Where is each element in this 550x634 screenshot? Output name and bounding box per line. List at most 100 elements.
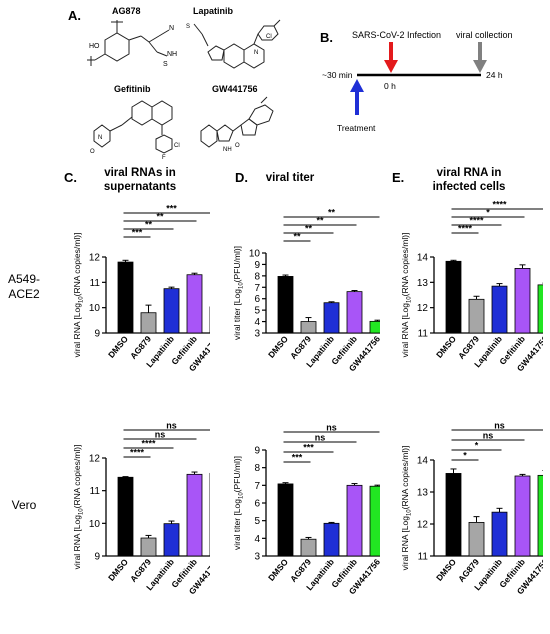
chart-rna-cells-vero: 11 12 13 14 viral RNA [Log10(RNA copies/ml)]… [400, 421, 543, 596]
bar [537, 284, 543, 334]
y-tick-label: 13 [417, 488, 429, 499]
significance-label: ** [145, 220, 153, 230]
bar [140, 537, 157, 557]
y-tick-label: 12 [89, 253, 101, 264]
bar [445, 473, 462, 557]
significance-label: ns [494, 421, 505, 431]
y-axis-label: viral RNA [Log10(RNA copies/ml)] [400, 446, 413, 571]
y-tick-label: 8 [254, 463, 260, 474]
bar [186, 274, 203, 334]
x-tick-label: DMSO [106, 334, 130, 360]
panel-e-letter: E. [392, 170, 405, 185]
y-tick-label: 11 [90, 486, 101, 497]
svg-text:NH: NH [223, 147, 232, 153]
y-tick-label: 6 [254, 499, 260, 510]
panel-b-letter: B. [320, 30, 333, 45]
y-axis-label: viral RNA [Log10(RNA copies/ml)] [72, 445, 85, 570]
significance-label: *** [303, 443, 314, 453]
y-tick-label: 12 [417, 303, 429, 314]
x-tick-label: DMSO [434, 334, 458, 360]
y-tick-label: 9 [254, 260, 260, 271]
time-end: 24 h [486, 70, 503, 80]
y-axis-label: viral RNA [Log10(RNA copies/ml)] [400, 233, 413, 358]
y-tick-label: 12 [89, 454, 101, 465]
y-tick-label: 6 [254, 294, 260, 305]
significance-label: *** [292, 453, 303, 463]
significance-label: ** [305, 224, 313, 234]
panel-c-letter: C. [64, 170, 77, 185]
svg-text:S: S [163, 61, 168, 68]
significance-label: **** [458, 224, 473, 234]
compound-name-lapatinib: Lapatinib [193, 6, 233, 16]
compound-name-gw441756: GW441756 [212, 84, 258, 94]
bar [140, 312, 157, 334]
svg-text:N: N [254, 50, 258, 56]
svg-text:S: S [186, 24, 190, 30]
row-label-line1: A549- [7, 272, 41, 286]
bar [514, 475, 531, 557]
panel-a-letter: A. [68, 8, 81, 23]
x-tick-label: DMSO [434, 557, 458, 583]
y-tick-label: 11 [418, 552, 429, 563]
infection-arrow [384, 42, 398, 73]
significance-label: **** [492, 200, 507, 210]
y-tick-label: 9 [254, 446, 260, 457]
y-tick-label: 4 [254, 534, 260, 545]
row-label-line2: ACE2 [8, 287, 40, 301]
bar [346, 291, 363, 334]
bar [300, 538, 317, 557]
significance-label: ns [155, 430, 166, 440]
chart-rna-supernatant-a549: 9 10 11 12 viral RNA [Log10(RNA copies/ml)] D… [72, 204, 210, 373]
y-tick-label: 10 [249, 249, 261, 260]
y-tick-label: 7 [254, 481, 260, 492]
bar [468, 522, 485, 557]
significance-label: ns [315, 433, 326, 443]
significance-label: **** [141, 439, 156, 449]
collection-arrow [473, 42, 487, 73]
significance-label: ns [326, 423, 337, 433]
bar [186, 473, 203, 557]
y-tick-label: 4 [254, 317, 260, 328]
treatment-arrow [350, 79, 364, 115]
bar [300, 321, 317, 334]
svg-text:O: O [235, 143, 240, 149]
y-tick-label: 10 [89, 519, 101, 530]
significance-label: *** [166, 204, 177, 214]
bar [445, 260, 462, 334]
x-tick-label: DMSO [266, 557, 290, 583]
y-tick-label: 14 [417, 253, 429, 264]
collection-label: viral collection [456, 30, 513, 40]
y-tick-label: 9 [94, 552, 100, 563]
svg-text:Cl: Cl [174, 143, 180, 149]
bar [369, 485, 380, 557]
svg-text:Cl: Cl [266, 34, 272, 40]
panel-d-letter: D. [235, 170, 248, 185]
column-title-line1: viral titer [265, 172, 315, 184]
y-tick-label: 13 [417, 278, 429, 289]
significance-label: ** [293, 232, 301, 242]
significance-label: * [486, 208, 490, 218]
svg-text:N: N [98, 135, 102, 141]
y-tick-label: 11 [90, 278, 101, 289]
compound-name-gefitinib: Gefitinib [114, 84, 151, 94]
column-title-infected-cells: viral RNA in infected cells [414, 166, 524, 194]
infection-label: SARS-CoV-2 Infection [352, 30, 442, 40]
y-tick-label: 12 [417, 520, 429, 531]
y-tick-label: 7 [254, 283, 260, 294]
bar [323, 302, 340, 334]
y-tick-label: 8 [254, 271, 260, 282]
significance-label: * [475, 441, 479, 451]
column-title-line2: supernatants [103, 181, 177, 193]
y-axis-label: viral RNA [Log10(RNA copies/ml)] [72, 233, 85, 358]
bar [369, 320, 380, 334]
bar [491, 511, 508, 557]
significance-label: * [463, 451, 467, 461]
bar [277, 483, 294, 557]
y-tick-label: 3 [254, 329, 260, 340]
lapatinib-structure-image: S N Cl [186, 19, 281, 69]
row-label-vero: Vero [4, 498, 44, 513]
column-title-line1: viral RNA in [436, 167, 502, 179]
y-tick-label: 9 [94, 329, 100, 340]
